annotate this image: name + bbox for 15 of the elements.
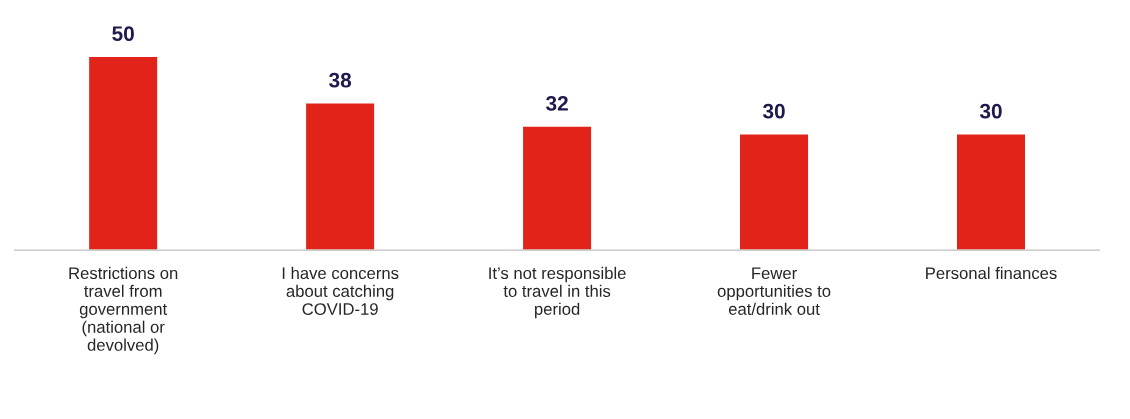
x-tick-label: Restrictions on travel from government (national or devolved)	[69, 266, 178, 355]
data-label: 50	[112, 26, 134, 41]
data-label: 30	[762, 103, 785, 119]
x-tick-label: I have concerns about catching COVID-19	[282, 266, 399, 315]
x-tick-label: Fewer opportunities to eat/drink out	[717, 267, 831, 315]
bar	[955, 133, 1027, 251]
bar	[738, 133, 810, 251]
bar	[521, 125, 593, 251]
x-tick-label: Personal finances	[926, 266, 1057, 280]
bar	[87, 55, 159, 251]
data-label: 30	[979, 103, 1002, 119]
data-label: 38	[329, 72, 352, 88]
data-label: 32	[545, 96, 568, 111]
bar	[304, 102, 376, 251]
x-tick-label: It’s not responsible to travel in this period	[489, 266, 626, 319]
